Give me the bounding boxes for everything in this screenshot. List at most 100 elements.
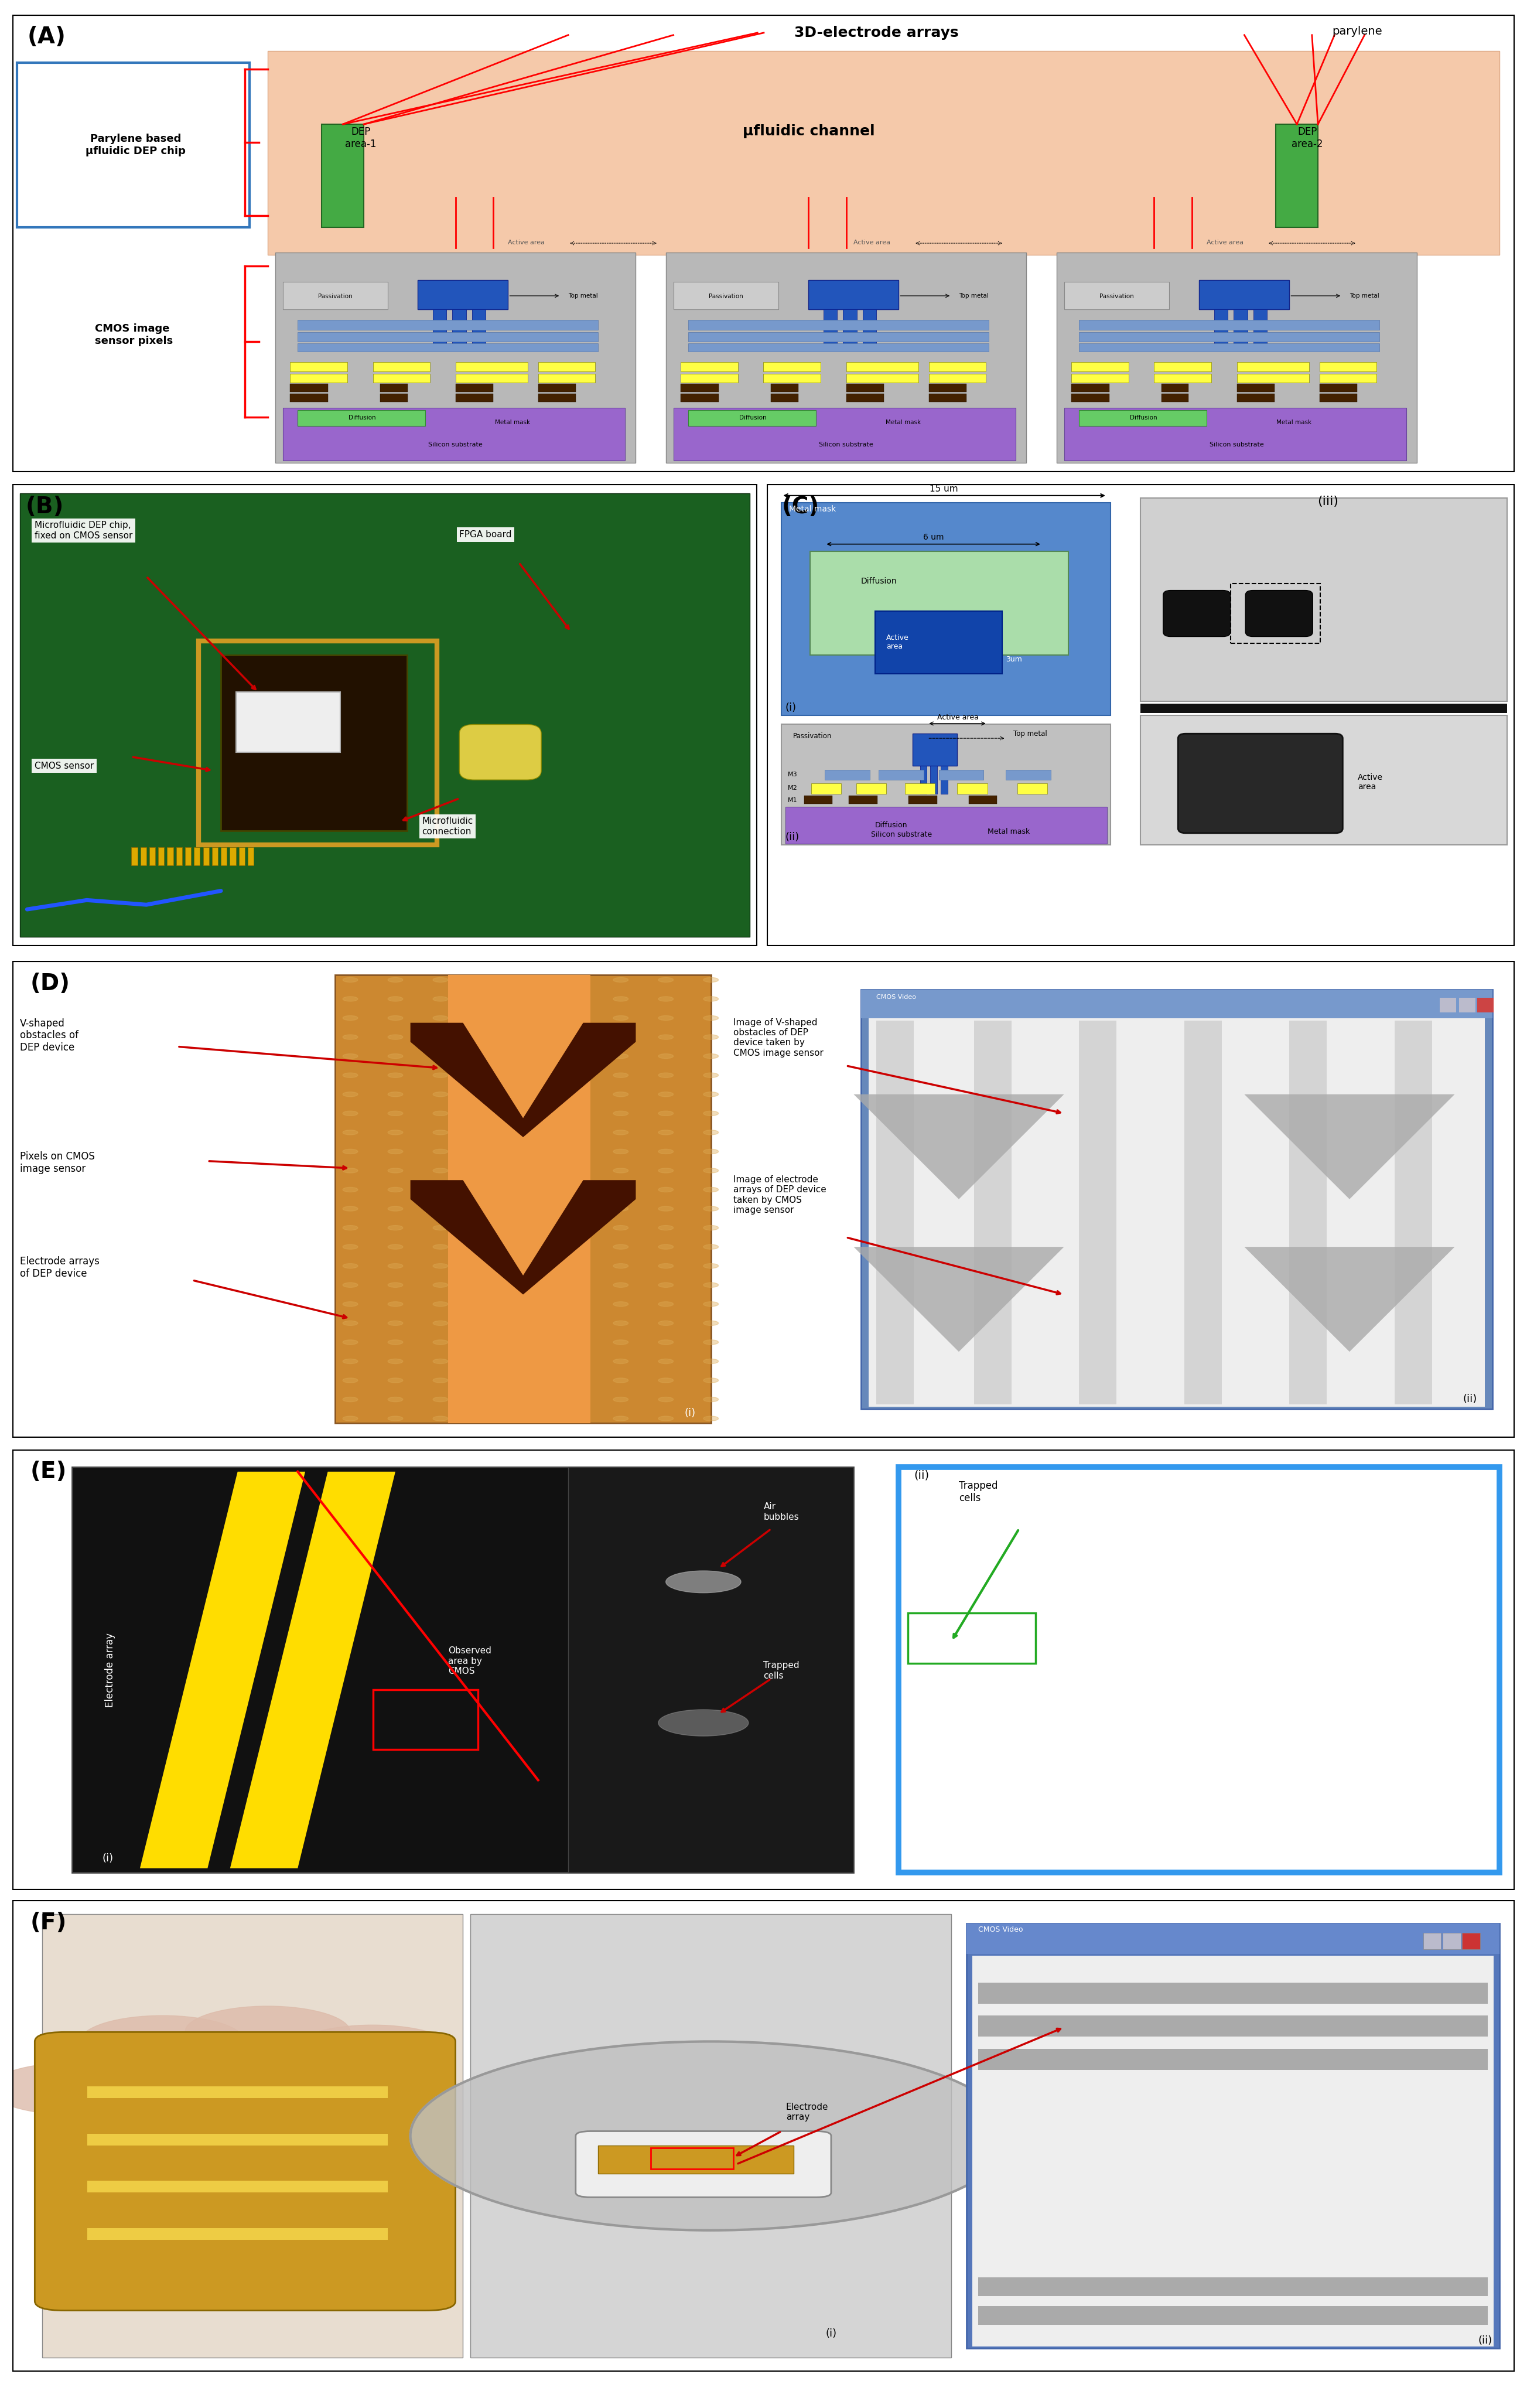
FancyBboxPatch shape xyxy=(455,361,528,371)
Circle shape xyxy=(704,978,718,982)
FancyBboxPatch shape xyxy=(1214,311,1228,349)
FancyBboxPatch shape xyxy=(229,848,235,864)
FancyBboxPatch shape xyxy=(930,766,938,795)
FancyBboxPatch shape xyxy=(17,63,249,226)
Circle shape xyxy=(524,997,538,1002)
Circle shape xyxy=(342,1187,357,1192)
Circle shape xyxy=(388,1264,403,1269)
Circle shape xyxy=(658,1129,673,1134)
Circle shape xyxy=(568,1339,583,1344)
Circle shape xyxy=(614,1206,628,1211)
Circle shape xyxy=(658,1245,673,1250)
Circle shape xyxy=(478,1074,493,1079)
Circle shape xyxy=(614,1226,628,1230)
Circle shape xyxy=(704,1074,718,1079)
FancyBboxPatch shape xyxy=(168,848,173,864)
Text: Metal mask: Metal mask xyxy=(886,419,921,426)
Circle shape xyxy=(704,1035,718,1040)
Text: (ii): (ii) xyxy=(1463,1394,1477,1404)
Text: parylene: parylene xyxy=(1332,26,1382,36)
Text: CMOS sensor: CMOS sensor xyxy=(35,761,93,771)
FancyBboxPatch shape xyxy=(221,655,408,831)
FancyBboxPatch shape xyxy=(298,332,599,342)
Circle shape xyxy=(568,1226,583,1230)
FancyBboxPatch shape xyxy=(681,383,718,393)
FancyBboxPatch shape xyxy=(1443,1934,1461,1950)
Polygon shape xyxy=(854,1247,1064,1351)
FancyBboxPatch shape xyxy=(267,51,1500,255)
Text: Electrode array: Electrode array xyxy=(105,1633,115,1707)
Circle shape xyxy=(524,1245,538,1250)
FancyBboxPatch shape xyxy=(140,848,147,864)
FancyBboxPatch shape xyxy=(568,1466,854,1873)
Circle shape xyxy=(388,1397,403,1401)
Circle shape xyxy=(704,1206,718,1211)
Circle shape xyxy=(524,1339,538,1344)
FancyBboxPatch shape xyxy=(846,373,918,383)
Text: Metal mask: Metal mask xyxy=(789,506,835,513)
Circle shape xyxy=(658,1264,673,1269)
Bar xyxy=(1231,583,1321,643)
FancyBboxPatch shape xyxy=(673,282,779,311)
Text: Microfluidic
connection: Microfluidic connection xyxy=(421,816,473,836)
Circle shape xyxy=(342,1055,357,1060)
FancyBboxPatch shape xyxy=(1185,1021,1222,1404)
Circle shape xyxy=(524,1187,538,1192)
Circle shape xyxy=(614,1320,628,1324)
FancyBboxPatch shape xyxy=(1246,590,1313,636)
Text: Observed
area by
CMOS: Observed area by CMOS xyxy=(447,1647,492,1676)
FancyBboxPatch shape xyxy=(1394,1021,1432,1404)
FancyBboxPatch shape xyxy=(212,848,218,864)
FancyBboxPatch shape xyxy=(1237,383,1275,393)
FancyBboxPatch shape xyxy=(666,253,1026,462)
Circle shape xyxy=(568,1320,583,1324)
Bar xyxy=(907,1613,1035,1664)
FancyBboxPatch shape xyxy=(771,395,799,402)
Circle shape xyxy=(478,978,493,982)
FancyBboxPatch shape xyxy=(689,332,989,342)
Text: M2: M2 xyxy=(788,785,797,790)
Circle shape xyxy=(342,1110,357,1115)
Circle shape xyxy=(666,1570,741,1592)
FancyBboxPatch shape xyxy=(159,848,165,864)
Text: Metal mask: Metal mask xyxy=(1277,419,1312,426)
Circle shape xyxy=(614,1016,628,1021)
FancyBboxPatch shape xyxy=(968,795,997,804)
Circle shape xyxy=(388,1035,403,1040)
FancyBboxPatch shape xyxy=(1237,395,1275,402)
FancyBboxPatch shape xyxy=(1162,395,1188,402)
FancyBboxPatch shape xyxy=(472,311,486,349)
Circle shape xyxy=(342,1283,357,1288)
Text: CMOS image
sensor pixels: CMOS image sensor pixels xyxy=(95,323,173,347)
FancyBboxPatch shape xyxy=(764,373,820,383)
FancyBboxPatch shape xyxy=(782,503,1110,715)
Circle shape xyxy=(388,1129,403,1134)
FancyBboxPatch shape xyxy=(452,311,466,349)
Circle shape xyxy=(388,1339,403,1344)
Circle shape xyxy=(434,1074,447,1079)
Circle shape xyxy=(704,1129,718,1134)
Circle shape xyxy=(0,2064,154,2114)
FancyBboxPatch shape xyxy=(823,311,837,349)
Text: (ii): (ii) xyxy=(913,1469,928,1481)
Circle shape xyxy=(568,1129,583,1134)
FancyBboxPatch shape xyxy=(1477,997,1493,1011)
Bar xyxy=(899,1466,1500,1873)
Circle shape xyxy=(704,1016,718,1021)
Circle shape xyxy=(614,1168,628,1173)
FancyBboxPatch shape xyxy=(974,1021,1011,1404)
Text: Metal mask: Metal mask xyxy=(988,828,1029,836)
Text: Silicon substrate: Silicon substrate xyxy=(818,441,873,448)
Circle shape xyxy=(704,1397,718,1401)
FancyBboxPatch shape xyxy=(913,734,957,766)
FancyBboxPatch shape xyxy=(1319,361,1376,371)
Text: Top metal: Top metal xyxy=(1350,294,1379,299)
FancyBboxPatch shape xyxy=(460,725,541,780)
FancyBboxPatch shape xyxy=(1319,395,1358,402)
Circle shape xyxy=(614,1339,628,1344)
FancyBboxPatch shape xyxy=(803,795,832,804)
Circle shape xyxy=(524,1358,538,1363)
Circle shape xyxy=(342,1206,357,1211)
FancyBboxPatch shape xyxy=(906,783,935,795)
Circle shape xyxy=(658,997,673,1002)
